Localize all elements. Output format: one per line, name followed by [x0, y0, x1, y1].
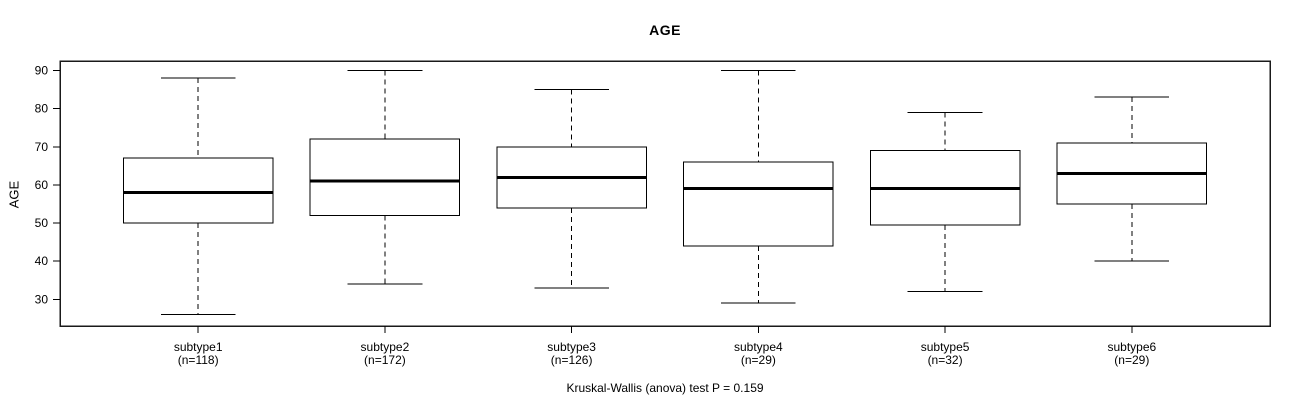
x-count-label: (n=29) [741, 353, 776, 367]
plot-frame [59, 60, 1271, 327]
x-tick-label: subtype2 [361, 340, 410, 354]
y-tick-label: 90 [35, 64, 49, 78]
y-tick-label: 60 [35, 178, 49, 192]
x-tick-label: subtype1 [174, 340, 223, 354]
y-tick-label: 70 [35, 140, 49, 154]
x-count-label: (n=118) [178, 353, 219, 367]
box-group-subtype5 [869, 111, 1021, 333]
iqr-box [683, 161, 834, 247]
box-group-subtype6 [1056, 96, 1208, 333]
box-group-subtype4 [683, 70, 834, 333]
iqr-box [122, 157, 274, 224]
x-tick-label: subtype5 [921, 340, 970, 354]
y-tick-label: 30 [35, 292, 49, 306]
y-tick-label: 40 [35, 254, 49, 268]
x-tick-label: subtype3 [547, 340, 596, 354]
stat-test-caption: Kruskal-Wallis (anova) test P = 0.159 [566, 381, 764, 395]
y-tick-label: 50 [35, 216, 49, 230]
x-tick-label: subtype4 [734, 340, 783, 354]
iqr-box [309, 138, 461, 216]
y-tick-label: 80 [35, 102, 49, 116]
x-count-label: (n=172) [364, 353, 406, 367]
chart-title: AGE [649, 22, 681, 38]
x-count-label: (n=126) [551, 353, 593, 367]
box-group-subtype3 [496, 89, 647, 333]
box-group-subtype1 [122, 77, 274, 333]
x-count-label: (n=29) [1114, 353, 1149, 367]
x-tick-label: subtype6 [1107, 340, 1156, 354]
x-count-label: (n=32) [928, 353, 963, 367]
box-group-subtype2 [309, 70, 461, 333]
